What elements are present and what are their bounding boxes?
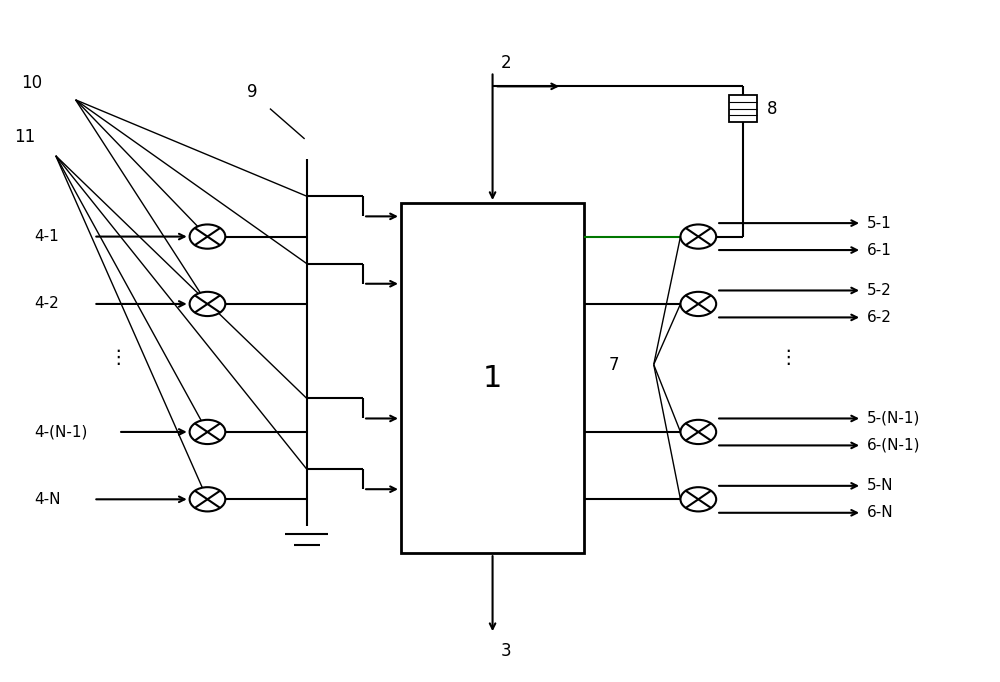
Circle shape — [190, 487, 225, 512]
Text: 5-2: 5-2 — [867, 283, 892, 298]
Circle shape — [680, 487, 716, 512]
Text: 5-1: 5-1 — [867, 216, 892, 231]
Text: 6-1: 6-1 — [867, 243, 892, 258]
Circle shape — [190, 292, 225, 316]
Text: 8: 8 — [767, 100, 777, 117]
Text: ⋮: ⋮ — [778, 349, 797, 368]
Circle shape — [680, 292, 716, 316]
Text: 4-2: 4-2 — [34, 297, 59, 312]
Circle shape — [190, 224, 225, 249]
Bar — [729, 95, 757, 122]
Text: 6-2: 6-2 — [867, 310, 892, 325]
Text: 6-(N-1): 6-(N-1) — [867, 438, 920, 453]
Text: 1: 1 — [483, 364, 502, 393]
Text: 5-N: 5-N — [867, 478, 893, 493]
Text: 4-N: 4-N — [34, 492, 60, 507]
Bar — [401, 203, 584, 553]
Text: 6-N: 6-N — [867, 505, 894, 520]
Text: 2: 2 — [500, 55, 511, 72]
Text: 9: 9 — [247, 83, 258, 101]
Circle shape — [680, 224, 716, 249]
Text: 10: 10 — [21, 74, 42, 92]
Circle shape — [190, 420, 225, 444]
Text: 4-(N-1): 4-(N-1) — [34, 424, 87, 439]
Text: 3: 3 — [500, 642, 511, 660]
Text: ⋮: ⋮ — [108, 349, 128, 368]
Text: 11: 11 — [14, 128, 35, 146]
Circle shape — [680, 420, 716, 444]
Text: 5-(N-1): 5-(N-1) — [867, 411, 920, 426]
Text: 4-1: 4-1 — [34, 229, 59, 244]
Text: 7: 7 — [609, 355, 620, 374]
